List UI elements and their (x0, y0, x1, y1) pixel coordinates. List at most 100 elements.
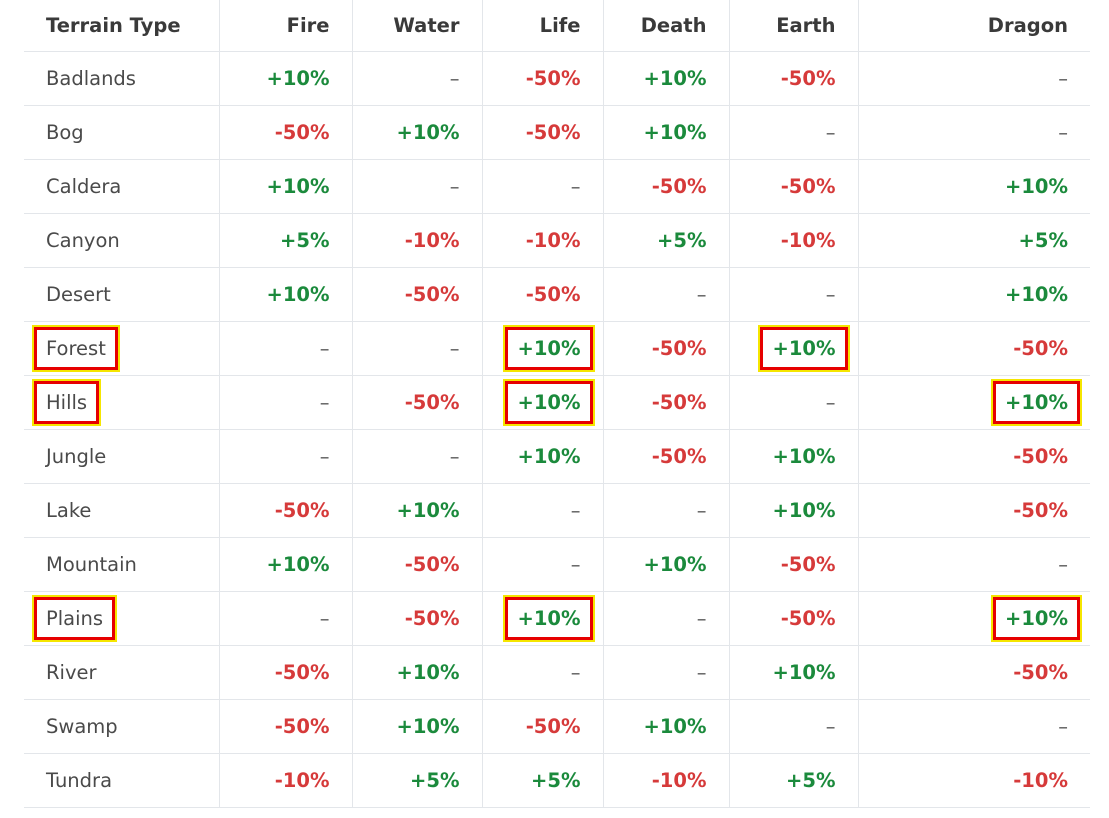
modifier-value: -50% (404, 606, 460, 630)
modifier-cell-dragon: +10% (857, 375, 1090, 430)
column-header-fire: Fire (218, 0, 352, 52)
modifier-cell-fire: +10% (218, 51, 352, 106)
modifier-value: +10% (396, 120, 460, 144)
table-row: Bog -50% +10% -50% +10% – – (24, 105, 1090, 160)
terrain-name-cell: Hills (24, 375, 219, 430)
terrain-name-cell: Caldera (24, 159, 219, 214)
modifier-value: – (696, 660, 707, 684)
column-header-water: Water (351, 0, 482, 52)
terrain-name-cell: Lake (24, 483, 219, 538)
modifier-cell-earth: -50% (728, 159, 858, 214)
modifier-cell-life: -50% (481, 699, 603, 754)
modifier-value: -50% (525, 714, 581, 738)
terrain-name: Bog (46, 120, 84, 144)
terrain-name-cell: Bog (24, 105, 219, 160)
modifier-value: +5% (657, 228, 707, 252)
terrain-name-cell: Swamp (24, 699, 219, 754)
table-row: Forest – – +10% -50% +10% -50% (24, 321, 1090, 376)
modifier-value: -10% (651, 768, 707, 792)
modifier-cell-life: +5% (481, 753, 603, 808)
modifier-cell-fire: +5% (218, 213, 352, 268)
modifier-cell-water: – (351, 159, 482, 214)
modifier-cell-water: -50% (351, 537, 482, 592)
terrain-name: Jungle (46, 444, 107, 468)
modifier-value: – (696, 606, 707, 630)
modifier-value: +10% (503, 594, 595, 642)
modifier-value: +10% (266, 66, 330, 90)
modifier-cell-life: +10% (481, 429, 603, 484)
modifier-value: -50% (780, 552, 836, 576)
modifier-value: – (825, 390, 836, 414)
modifier-value: -50% (651, 174, 707, 198)
column-header-earth: Earth (728, 0, 858, 52)
modifier-value: -50% (404, 282, 460, 306)
modifier-value: – (449, 444, 460, 468)
modifier-value: -10% (1013, 768, 1068, 792)
modifier-value: -10% (525, 228, 581, 252)
terrain-name: Lake (46, 498, 92, 522)
modifier-cell-earth: – (728, 699, 858, 754)
modifier-cell-fire: – (218, 591, 352, 646)
modifier-cell-death: – (602, 591, 729, 646)
modifier-cell-fire: +10% (218, 159, 352, 214)
modifier-value: -50% (274, 660, 330, 684)
modifier-value: +10% (517, 444, 581, 468)
modifier-cell-fire: – (218, 429, 352, 484)
modifier-cell-dragon: – (857, 537, 1090, 592)
modifier-cell-fire: -50% (218, 483, 352, 538)
modifier-cell-water: +10% (351, 483, 482, 538)
modifier-cell-earth: – (728, 375, 858, 430)
modifier-value: +10% (772, 498, 836, 522)
modifier-cell-dragon: -50% (857, 429, 1090, 484)
modifier-cell-death: -50% (602, 159, 729, 214)
terrain-name: Hills (31, 378, 102, 426)
modifier-cell-fire: +10% (218, 537, 352, 592)
modifier-cell-dragon: -50% (857, 483, 1090, 538)
terrain-name-cell: River (24, 645, 219, 700)
modifier-cell-earth: +5% (728, 753, 858, 808)
modifier-value: +10% (266, 552, 330, 576)
modifier-cell-dragon: – (857, 105, 1090, 160)
modifier-cell-water: +10% (351, 105, 482, 160)
terrain-name: Canyon (46, 228, 120, 252)
terrain-name: Tundra (46, 768, 113, 792)
modifier-value: -50% (780, 606, 836, 630)
column-header-dragon: Dragon (857, 0, 1090, 52)
modifier-value: +10% (772, 444, 836, 468)
modifier-value: -10% (274, 768, 330, 792)
modifier-cell-death: -50% (602, 429, 729, 484)
modifier-value: -50% (1013, 336, 1068, 360)
table-body: Badlands +10% – -50% +10% -50% – Bog -50% +10% -50… (24, 51, 1090, 808)
table-row: Hills – -50% +10% -50% – +10% (24, 375, 1090, 430)
terrain-name: River (46, 660, 97, 684)
modifier-cell-water: +10% (351, 699, 482, 754)
modifier-cell-water: +10% (351, 645, 482, 700)
modifier-value: -50% (651, 390, 707, 414)
modifier-value: +10% (1004, 174, 1068, 198)
modifier-cell-water: -50% (351, 375, 482, 430)
modifier-value: -50% (651, 444, 707, 468)
terrain-name-cell: Jungle (24, 429, 219, 484)
modifier-value: +10% (643, 552, 707, 576)
modifier-cell-dragon: -50% (857, 321, 1090, 376)
modifier-cell-earth: -50% (728, 51, 858, 106)
modifier-value: +5% (531, 768, 581, 792)
modifier-value: +10% (396, 660, 460, 684)
modifier-value: – (1058, 66, 1068, 90)
modifier-cell-dragon: – (857, 51, 1090, 106)
modifier-cell-fire: -50% (218, 699, 352, 754)
modifier-cell-death: – (602, 267, 729, 322)
modifier-value: – (570, 498, 581, 522)
modifier-cell-death: -10% (602, 753, 729, 808)
modifier-value: -50% (525, 120, 581, 144)
modifier-value: -50% (1013, 498, 1068, 522)
modifier-value: +10% (772, 660, 836, 684)
terrain-name: Badlands (46, 66, 136, 90)
modifier-value: -50% (525, 282, 581, 306)
modifier-cell-fire: +10% (218, 267, 352, 322)
modifier-cell-death: – (602, 483, 729, 538)
modifier-value: -50% (404, 390, 460, 414)
modifier-value: – (449, 336, 460, 360)
modifier-value: +10% (266, 282, 330, 306)
modifier-cell-earth: – (728, 105, 858, 160)
